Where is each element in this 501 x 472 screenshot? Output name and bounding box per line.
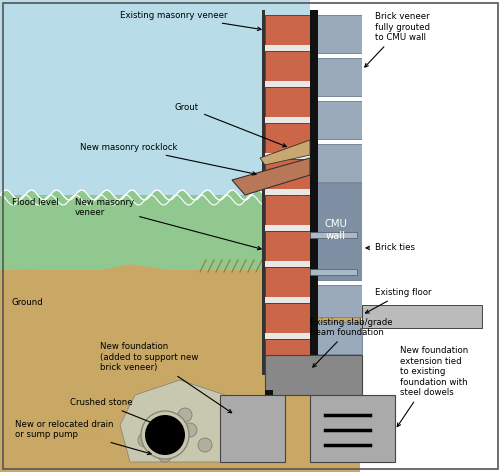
Bar: [265, 81, 310, 87]
Bar: [310, 310, 360, 472]
Bar: [310, 395, 395, 462]
Text: Grout: Grout: [175, 103, 286, 147]
Bar: [220, 395, 285, 462]
Bar: [265, 87, 310, 117]
Bar: [265, 297, 310, 303]
Bar: [265, 117, 310, 123]
Circle shape: [138, 433, 152, 447]
Text: New foundation
extension tied
to existing
foundation with
steel dowels: New foundation extension tied to existin…: [397, 346, 468, 427]
Text: Existing slab/grade
beam foundation: Existing slab/grade beam foundation: [310, 318, 393, 367]
Bar: [265, 159, 310, 189]
Circle shape: [145, 415, 185, 455]
Bar: [310, 183, 362, 280]
Bar: [360, 0, 501, 472]
Bar: [310, 101, 362, 139]
Bar: [265, 153, 310, 159]
Text: Ground: Ground: [12, 298, 44, 307]
Bar: [362, 305, 482, 328]
Text: Brick veneer
fully grouted
to CMU wall: Brick veneer fully grouted to CMU wall: [365, 12, 430, 67]
Circle shape: [141, 411, 189, 459]
Text: Brick ties: Brick ties: [366, 243, 415, 252]
Bar: [262, 10, 265, 375]
Bar: [265, 195, 310, 225]
Bar: [310, 58, 362, 96]
Text: Existing floor: Existing floor: [366, 288, 431, 313]
Circle shape: [198, 438, 212, 452]
Text: New or relocated drain
or sump pump: New or relocated drain or sump pump: [15, 420, 151, 455]
Polygon shape: [120, 380, 225, 462]
Text: Crushed stone: Crushed stone: [70, 398, 166, 429]
Text: New foundation
(added to support new
brick veneer): New foundation (added to support new bri…: [100, 342, 231, 413]
Bar: [265, 51, 310, 81]
Bar: [265, 390, 273, 395]
Bar: [310, 15, 362, 53]
Circle shape: [168, 435, 182, 449]
Bar: [265, 267, 310, 297]
Bar: [265, 225, 310, 231]
Circle shape: [178, 408, 192, 422]
Circle shape: [158, 448, 172, 462]
Text: New masonry
veneer: New masonry veneer: [75, 198, 261, 250]
Bar: [265, 15, 310, 45]
Bar: [310, 232, 357, 238]
Text: Existing masonry veneer: Existing masonry veneer: [120, 11, 261, 31]
Bar: [0, 0, 310, 472]
Bar: [310, 10, 318, 375]
Bar: [0, 195, 310, 285]
Bar: [310, 322, 362, 354]
Polygon shape: [260, 140, 310, 165]
Bar: [265, 303, 310, 333]
Bar: [310, 144, 362, 182]
Bar: [0, 270, 310, 472]
Bar: [310, 285, 362, 317]
Circle shape: [153, 418, 167, 432]
Bar: [265, 189, 310, 195]
Circle shape: [183, 423, 197, 437]
Bar: [362, 10, 482, 305]
Bar: [265, 355, 362, 395]
Bar: [265, 231, 310, 261]
Text: New masonry rocklock: New masonry rocklock: [80, 143, 256, 175]
Bar: [265, 123, 310, 153]
Bar: [265, 339, 310, 369]
Polygon shape: [0, 265, 310, 472]
Bar: [265, 45, 310, 51]
Polygon shape: [232, 158, 310, 195]
Bar: [265, 333, 310, 339]
Bar: [0, 0, 310, 472]
Bar: [265, 261, 310, 267]
Text: CMU
wall: CMU wall: [325, 219, 347, 241]
Text: Flood level: Flood level: [12, 198, 59, 207]
Bar: [310, 269, 357, 275]
